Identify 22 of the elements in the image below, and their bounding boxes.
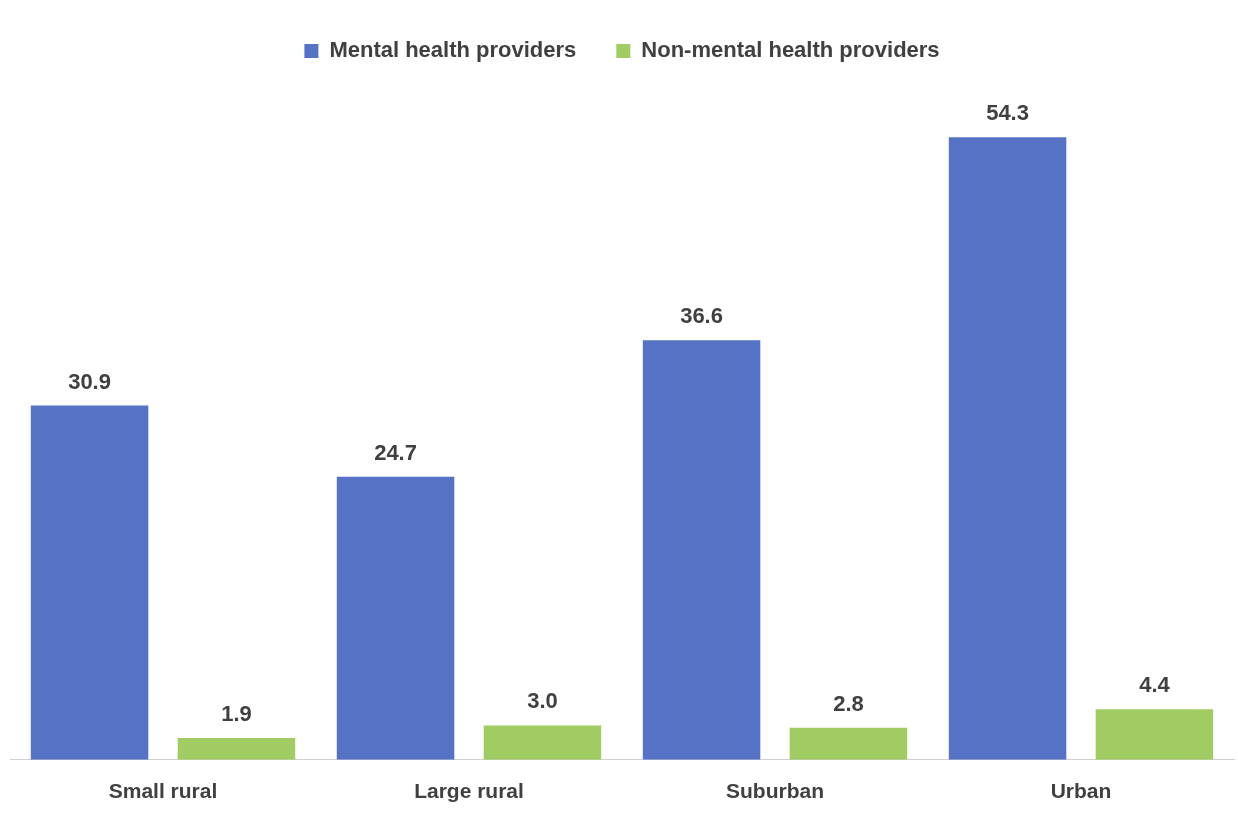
legend-label: Mental health providers	[329, 37, 577, 63]
x-tick-label: Suburban	[726, 779, 824, 803]
bar	[1095, 709, 1214, 760]
bar	[948, 137, 1067, 760]
bar	[642, 340, 761, 760]
bar	[30, 405, 149, 760]
data-label: 4.4	[1139, 672, 1171, 698]
bar	[336, 476, 455, 760]
data-label: 30.9	[68, 368, 111, 394]
x-tick-label: Large rural	[414, 779, 524, 803]
data-label: 2.8	[833, 690, 864, 716]
data-label: 3.0	[527, 688, 558, 714]
data-label: 54.3	[986, 100, 1029, 126]
bar	[177, 738, 296, 760]
data-label: 24.7	[374, 439, 417, 465]
data-label: 1.9	[221, 701, 252, 727]
legend-label: Non-mental health providers	[641, 37, 940, 63]
x-tick-label: Urban	[1050, 779, 1112, 803]
x-tick-label: Small rural	[108, 779, 218, 803]
bar	[483, 725, 602, 760]
bar	[789, 727, 908, 760]
data-label: 36.6	[680, 303, 723, 329]
